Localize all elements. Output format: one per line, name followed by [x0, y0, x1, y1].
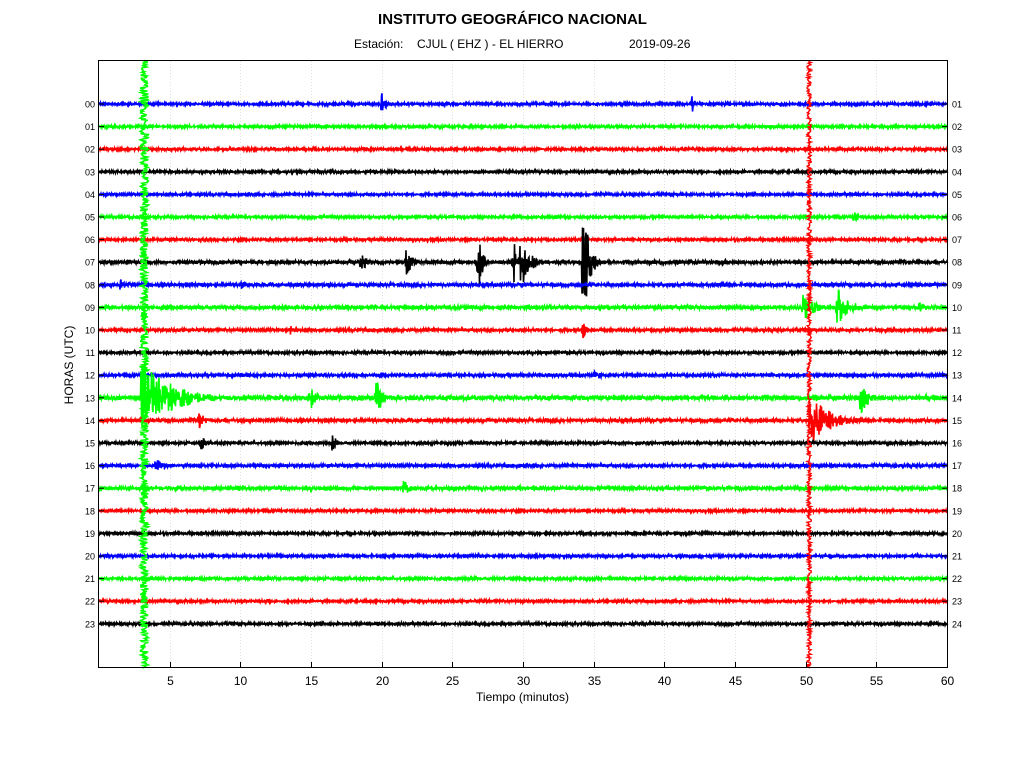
y-tick-label-right: 23 — [952, 597, 962, 607]
x-tick-label: 55 — [870, 674, 884, 688]
x-axis-label: Tiempo (minutos) — [476, 690, 569, 704]
y-tick-label-left: 18 — [85, 506, 95, 516]
y-tick-label-right: 09 — [952, 280, 962, 290]
seismic-trace — [98, 528, 949, 538]
y-tick-label-right: 22 — [952, 574, 962, 584]
y-tick-label-left: 09 — [85, 303, 95, 313]
y-tick-label-right: 02 — [952, 122, 962, 132]
y-tick-label-right: 20 — [952, 529, 962, 539]
y-tick-label-left: 22 — [85, 597, 95, 607]
large-event-trace — [804, 60, 814, 669]
y-tick-label-right: 19 — [952, 506, 962, 516]
seismic-trace — [98, 122, 949, 131]
seismic-trace — [98, 574, 949, 584]
plot-frame — [98, 60, 948, 668]
y-tick-label-right: 10 — [952, 303, 962, 313]
x-tick-label: 15 — [305, 674, 319, 688]
y-tick-label-right: 05 — [952, 190, 962, 200]
seismic-trace — [98, 506, 949, 516]
seismic-trace — [98, 460, 949, 471]
y-tick-label-left: 13 — [85, 393, 95, 403]
y-tick-label-left: 04 — [85, 190, 95, 200]
y-tick-label-left: 03 — [85, 167, 95, 177]
chart-subtitle: Estación: CJUL ( EHZ ) - EL HIERRO 2019-… — [0, 37, 1025, 53]
trace-layer — [98, 93, 949, 629]
y-tick-label-right: 17 — [952, 461, 962, 471]
y-tick-label-left: 01 — [85, 122, 95, 132]
seismic-trace — [98, 189, 949, 199]
y-tick-label-right: 06 — [952, 213, 962, 223]
seismic-trace — [98, 93, 949, 112]
y-tick-label-left: 14 — [85, 416, 95, 426]
y-tick-label-left: 19 — [85, 529, 95, 539]
x-tick-label: 50 — [800, 674, 814, 688]
x-tick-label: 45 — [729, 674, 743, 688]
x-tick-label: 20 — [376, 674, 390, 688]
y-tick-label-right: 07 — [952, 235, 962, 245]
y-tick-label-right: 01 — [952, 100, 962, 110]
y-tick-label-right: 04 — [952, 167, 962, 177]
seismic-trace — [98, 323, 949, 339]
y-tick-label-left: 06 — [85, 235, 95, 245]
x-tick-label: 10 — [234, 674, 248, 688]
seismic-trace — [98, 362, 949, 427]
y-tick-label-left: 16 — [85, 461, 95, 471]
y-tick-label-left: 02 — [85, 145, 95, 155]
station-label: Estación: — [354, 37, 404, 51]
x-tick-label: 5 — [167, 674, 174, 688]
y-tick-label-left: 23 — [85, 619, 95, 629]
seismic-trace — [98, 167, 949, 177]
seismic-trace — [98, 279, 949, 290]
seismic-trace — [98, 212, 949, 223]
y-tick-label-right: 16 — [952, 439, 962, 449]
seismic-trace — [98, 227, 949, 297]
seismic-trace — [98, 368, 949, 381]
y-tick-label-left: 15 — [85, 439, 95, 449]
seismic-trace — [98, 348, 949, 358]
seismic-trace — [98, 551, 949, 561]
y-tick-label-left: 10 — [85, 326, 95, 336]
y-tick-label-left: 11 — [86, 348, 95, 358]
seismic-trace — [98, 619, 949, 629]
y-tick-label-left: 21 — [85, 574, 95, 584]
large-event-layer — [137, 60, 814, 669]
y-tick-label-right: 03 — [952, 145, 962, 155]
y-tick-label-left: 07 — [85, 258, 95, 268]
y-tick-label-right: 11 — [952, 326, 961, 336]
date-value: 2019-09-26 — [629, 37, 691, 51]
station-value: CJUL ( EHZ ) - EL HIERRO — [417, 37, 564, 51]
seismic-trace — [98, 435, 949, 451]
y-tick-label-left: 08 — [85, 280, 95, 290]
x-tick-label: 40 — [658, 674, 672, 688]
y-tick-label-right: 15 — [952, 416, 962, 426]
y-tick-label-right: 08 — [952, 258, 962, 268]
y-tick-label-right: 14 — [952, 393, 962, 403]
x-tick-label: 35 — [588, 674, 602, 688]
y-axis-label: HORAS (UTC) — [62, 325, 76, 405]
seismic-trace — [98, 235, 949, 245]
chart-title: INSTITUTO GEOGRÁFICO NACIONAL — [378, 11, 647, 28]
y-tick-label-right: 12 — [952, 348, 962, 358]
y-tick-label-left: 00 — [85, 100, 95, 110]
seismic-trace — [98, 596, 949, 606]
y-tick-label-right: 21 — [952, 552, 962, 562]
axis-layer: 5 10 15 20 25 30 35 40 45 50 55 60 00 01 02 03 04 05 06 07 0… — [85, 100, 962, 689]
large-event-trace — [137, 60, 151, 669]
x-tick-label: 60 — [941, 674, 955, 688]
seismic-trace — [98, 289, 949, 323]
y-tick-label-left: 12 — [85, 371, 95, 381]
x-tick-label: 30 — [517, 674, 531, 688]
seismic-trace — [98, 403, 949, 443]
seismic-trace — [98, 480, 949, 494]
y-tick-label-left: 05 — [85, 213, 95, 223]
y-tick-label-right: 13 — [952, 371, 962, 381]
x-tick-label: 25 — [446, 674, 460, 688]
y-tick-label-left: 17 — [85, 484, 95, 494]
y-tick-label-right: 18 — [952, 484, 962, 494]
y-tick-label-left: 20 — [85, 552, 95, 562]
y-tick-label-right: 24 — [952, 619, 962, 629]
seismic-trace — [98, 144, 949, 154]
